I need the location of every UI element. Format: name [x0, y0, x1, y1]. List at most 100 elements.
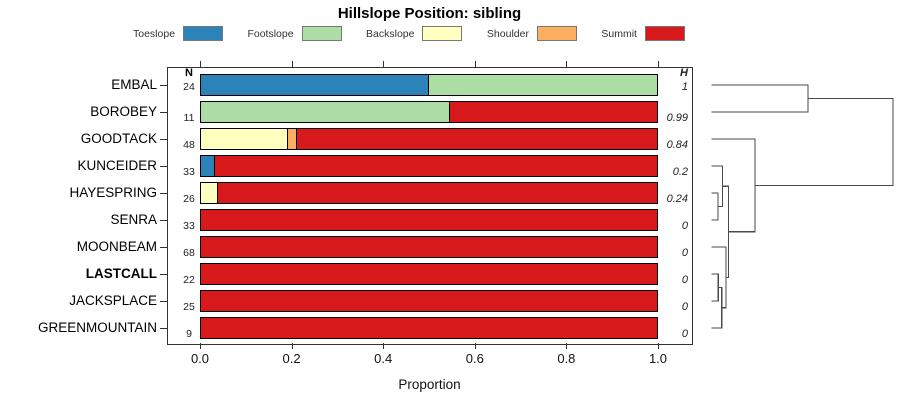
bar-segment-summit	[201, 237, 657, 257]
row-h-value: 1	[681, 81, 688, 93]
legend-swatch-toeslope	[183, 26, 224, 41]
y-axis-tick	[160, 247, 167, 248]
row-h-value: 0	[681, 220, 688, 232]
x-tick-bottom	[291, 343, 293, 349]
legend-item-toeslope: Toeslope	[133, 26, 224, 41]
stacked-bar-senra	[200, 209, 658, 231]
y-axis-tick	[160, 85, 167, 86]
row-label-greenmountain: GREENMOUNTAIN	[37, 320, 157, 335]
bar-segment-backslope	[201, 183, 219, 203]
row-n-value: 24	[183, 81, 195, 93]
legend-label: Summit	[601, 27, 637, 40]
y-axis-tick	[160, 193, 167, 194]
x-tick-label: 1.0	[648, 351, 668, 366]
bar-segment-footslope	[201, 102, 450, 122]
y-axis-tick	[160, 139, 167, 140]
row-h-value: 0.2	[672, 166, 688, 178]
x-tick-bottom	[383, 343, 385, 349]
legend-swatch-summit	[644, 26, 685, 41]
row-n-value: 33	[183, 220, 195, 232]
bar-segment-shoulder	[287, 129, 298, 149]
bar-segment-summit	[201, 318, 657, 338]
stacked-bar-moonbeam	[200, 236, 658, 258]
x-tick-top	[291, 61, 293, 67]
bar-segment-summit	[297, 129, 657, 149]
bar-segment-summit	[201, 210, 657, 230]
y-axis-tick	[160, 301, 167, 302]
x-tick-top	[566, 61, 568, 67]
y-axis-tick	[160, 166, 167, 167]
legend-item-backslope: Backslope	[366, 26, 463, 41]
row-label-moonbeam: MOONBEAM	[76, 239, 157, 254]
row-label-lastcall: LASTCALL	[85, 266, 157, 281]
legend-label: Toeslope	[133, 27, 176, 40]
stacked-bar-embal	[200, 74, 658, 96]
x-tick-label: 0.0	[190, 351, 210, 366]
bar-segment-summit	[214, 156, 657, 176]
legend: Toeslope Footslope Backslope Shoulder Summit	[133, 26, 685, 41]
row-label-jacksplace: JACKSPLACE	[69, 293, 157, 308]
x-tick-bottom	[200, 343, 201, 349]
y-axis-tick	[160, 112, 167, 113]
row-h-value: 0	[681, 274, 688, 286]
bar-segment-toeslope	[201, 75, 429, 95]
x-tick-top	[474, 61, 476, 67]
x-tick-bottom	[566, 343, 568, 349]
legend-item-footslope: Footslope	[247, 26, 342, 41]
row-n-value: 9	[186, 328, 192, 340]
stacked-bar-borobey	[200, 101, 658, 123]
legend-swatch-backslope	[422, 26, 463, 41]
legend-swatch-footslope	[301, 26, 342, 41]
y-axis-tick	[160, 220, 167, 221]
row-label-senra: SENRA	[110, 212, 157, 227]
row-h-value: 0	[681, 301, 688, 313]
h-column-header: H	[680, 67, 688, 79]
y-axis-tick	[160, 328, 167, 329]
chart-title: Hillslope Position: sibling	[337, 5, 522, 22]
y-axis-tick	[160, 274, 167, 275]
x-tick-label: 0.2	[282, 351, 301, 366]
dendrogram-lines	[711, 84, 894, 329]
bar-segment-summit	[449, 102, 657, 122]
row-n-value: 68	[183, 247, 195, 259]
row-n-value: 22	[183, 274, 195, 286]
x-tick-top	[200, 61, 201, 67]
plot-box	[167, 67, 693, 345]
row-h-value: 0.99	[666, 112, 688, 124]
row-h-value: 0.84	[666, 139, 688, 151]
x-tick-label: 0.8	[557, 351, 576, 366]
row-h-value: 0	[681, 328, 688, 340]
bar-segment-toeslope	[201, 156, 215, 176]
row-n-value: 11	[183, 112, 195, 124]
row-label-embal: EMBAL	[111, 77, 157, 92]
stacked-bar-hayespring	[200, 182, 658, 204]
bar-segment-summit	[201, 264, 657, 284]
n-column-header: N	[185, 67, 193, 79]
row-n-value: 25	[183, 301, 195, 313]
dendrogram	[711, 84, 894, 329]
bar-segment-backslope	[201, 129, 288, 149]
row-label-hayespring: HAYESPRING	[69, 185, 157, 200]
x-tick-top	[658, 61, 659, 67]
bar-segment-summit	[201, 291, 657, 311]
x-tick-top	[383, 61, 385, 67]
legend-label: Footslope	[247, 27, 294, 40]
row-label-goodtack: GOODTACK	[80, 131, 157, 146]
stacked-bar-jacksplace	[200, 290, 658, 312]
x-tick-label: 0.4	[374, 351, 393, 366]
legend-swatch-shoulder	[536, 26, 577, 41]
row-label-kunceider: KUNCEIDER	[77, 158, 157, 173]
legend-item-shoulder: Shoulder	[487, 26, 577, 41]
x-axis-title: Proportion	[398, 377, 461, 392]
row-label-borobey: BOROBEY	[90, 104, 157, 119]
legend-item-summit: Summit	[601, 26, 685, 41]
x-tick-bottom	[474, 343, 476, 349]
stacked-bar-kunceider	[200, 155, 658, 177]
x-tick-bottom	[658, 343, 659, 349]
legend-label: Backslope	[366, 27, 415, 40]
row-n-value: 48	[183, 139, 195, 151]
stacked-bar-greenmountain	[200, 317, 658, 339]
row-h-value: 0.24	[666, 193, 688, 205]
row-h-value: 0	[681, 247, 688, 259]
